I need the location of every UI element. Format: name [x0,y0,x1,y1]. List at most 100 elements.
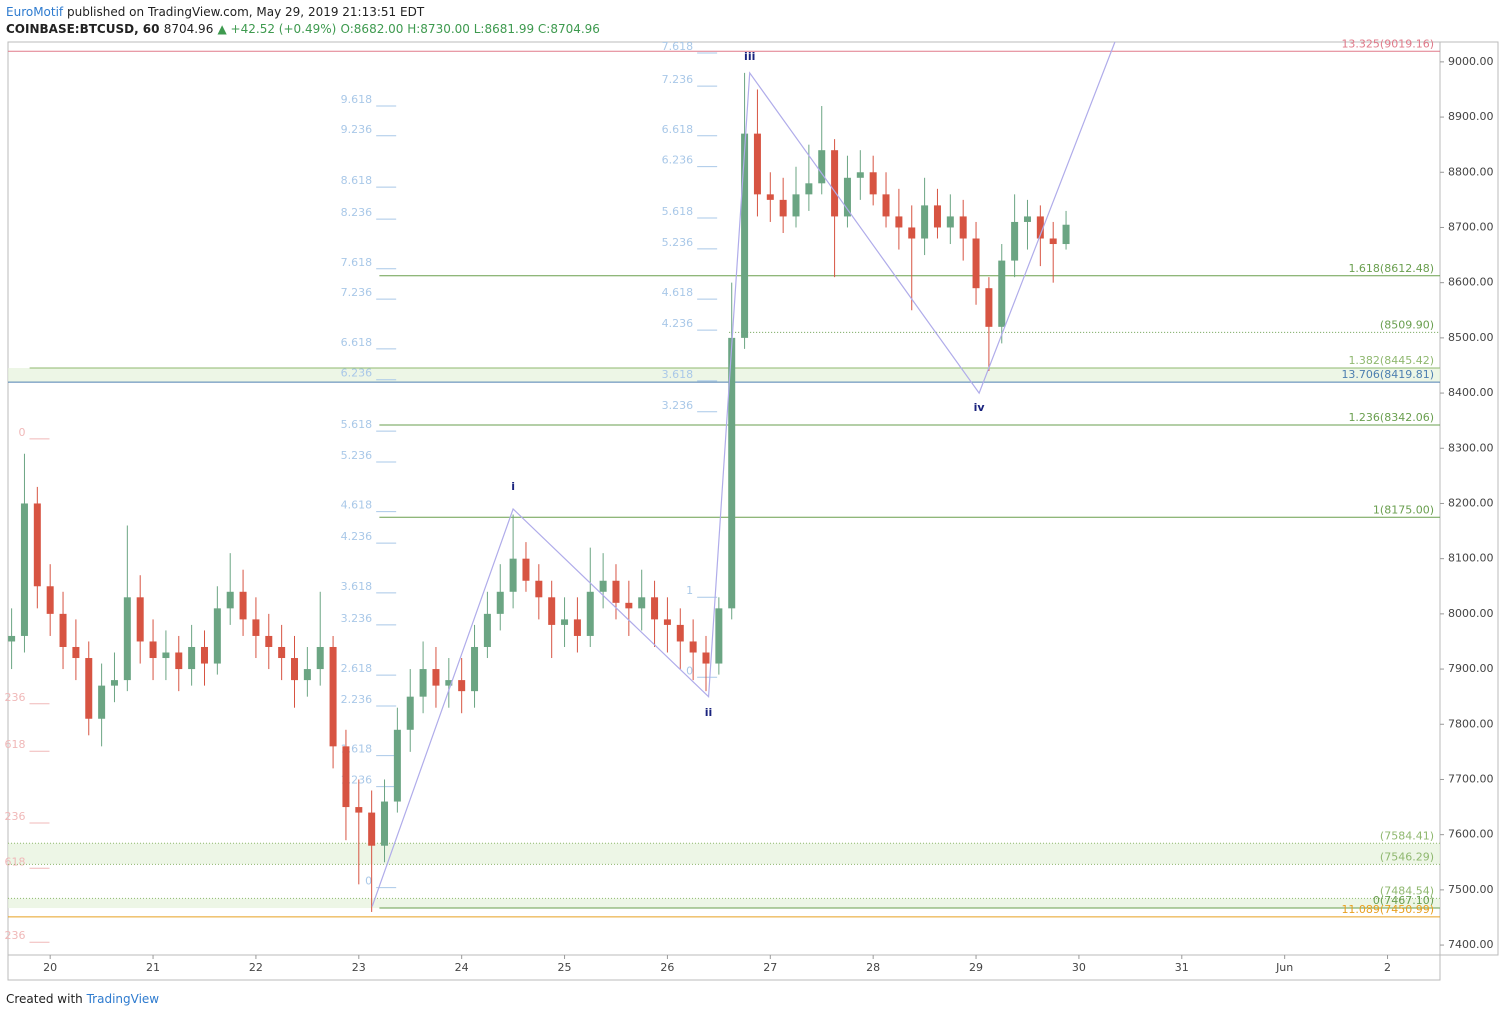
candle-body [561,619,569,625]
author[interactable]: EuroMotif [6,5,64,19]
y-tick-label: 8300.00 [1448,441,1494,454]
symbol-line: COINBASE:BTCUSD, 60 8704.96 ▲ +42.52 (+0… [6,22,600,36]
candle-body [136,597,144,642]
level-label: (7484.54) [1380,884,1434,897]
x-tick-label: 28 [866,961,880,974]
x-tick-label: 29 [969,961,983,974]
fib-label: 6.618 [662,123,694,136]
candle-body [406,696,414,730]
level-label: 1.236(8342.06) [1348,411,1434,424]
publish-line: EuroMotif published on TradingView.com, … [6,5,424,19]
candle-body [972,238,980,289]
fib-label: 6.236 [662,154,694,167]
fib-label: 6.618 [341,336,373,349]
wave-label: iv [974,401,986,414]
x-tick-label: 21 [146,961,160,974]
fib-label: 7.618 [341,256,373,269]
y-tick-label: 8600.00 [1448,276,1494,289]
fib-label: 5.618 [662,205,694,218]
fib-label: 3.618 [662,368,694,381]
fib-label: 8.618 [341,174,373,187]
fib-label: 3.236 [662,399,694,412]
fib-label: 9.618 [341,93,373,106]
fib-label: 4.236 [341,530,373,543]
candle-body [110,680,118,686]
candle-body [689,641,697,653]
candle-body [329,646,337,747]
candle-body [612,580,620,603]
candle-body [445,680,453,686]
last-price: 8704.96 [163,22,214,36]
candle-body [509,558,517,592]
price-axis [1439,41,1499,956]
y-tick-label: 8900.00 [1448,110,1494,123]
fib-label: 236 [4,691,25,704]
y-tick-label: 7900.00 [1448,662,1494,675]
fib-label: 4.236 [662,317,694,330]
wave-label: ii [705,706,713,719]
candle-body [1011,221,1019,261]
candle-body [303,669,311,681]
candle-body [381,801,389,846]
candle-body [8,635,16,642]
fib-label: 3.618 [341,580,373,593]
fib-label: 236 [4,929,25,942]
candle-body [869,172,877,195]
candle-body [792,194,800,217]
level-label: 1.618(8612.48) [1348,262,1434,275]
y-tick-label: 8700.00 [1448,220,1494,233]
level-label: 1.382(8445.42) [1348,354,1434,367]
candle-body [200,646,208,664]
candle-body [368,812,376,846]
candle-body [162,652,170,659]
level-label: (7546.29) [1380,850,1434,863]
candle-body [458,680,466,692]
x-tick-label: 30 [1072,961,1086,974]
fib-label: 4.618 [341,499,373,512]
y-tick-label: 7500.00 [1448,883,1494,896]
level-label: 13.325(9019.16) [1341,37,1434,50]
fib-label: 3.236 [341,612,373,625]
candle-body [676,624,684,642]
candle-body [471,646,479,692]
fib-label: 1 [686,584,693,597]
fib-label: 6.236 [341,367,373,380]
candle-body [535,580,543,598]
candle-body [496,591,504,614]
candle-body [265,635,273,647]
fib-label: 2.618 [341,662,373,675]
y-tick-label: 7800.00 [1448,717,1494,730]
candle-body [291,658,299,681]
level-zone [8,367,1440,383]
level-label: (8509.90) [1380,318,1434,331]
level-label: 13.706(8419.81) [1341,368,1434,381]
candle-body [175,652,183,670]
y-tick-label: 7700.00 [1448,772,1494,785]
x-tick-label: 22 [249,961,263,974]
wave-line [371,41,1116,907]
footer-brand[interactable]: TradingView [86,992,160,1006]
y-tick-label: 8800.00 [1448,165,1494,178]
candle-body [59,613,67,647]
symbol: COINBASE:BTCUSD, 60 [6,22,160,36]
candle-body [1062,224,1070,245]
y-tick-label: 8000.00 [1448,607,1494,620]
level-label: 11.089(7450.99) [1341,903,1434,916]
candle-body [20,503,28,636]
wave-label: i [511,480,515,493]
candle-body [355,807,363,813]
fib-label: 8.236 [341,206,373,219]
candle-body [779,199,787,217]
fib-label: 5.236 [341,449,373,462]
candle-body [226,591,234,609]
level-label: 1(8175.00) [1373,503,1434,516]
candle-body [625,602,633,609]
candle-body [72,646,80,659]
candle-body [766,194,774,200]
candle-body [702,652,710,664]
fib-label: 0 [365,875,372,888]
candle-body [316,646,324,670]
candle-body [959,216,967,239]
